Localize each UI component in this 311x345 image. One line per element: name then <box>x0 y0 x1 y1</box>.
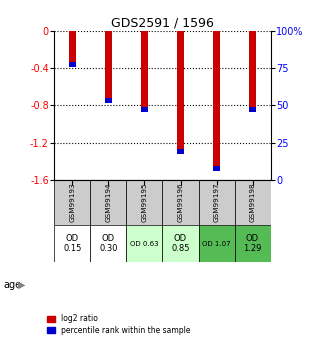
FancyBboxPatch shape <box>162 180 198 225</box>
Text: GSM99193: GSM99193 <box>69 183 76 222</box>
FancyBboxPatch shape <box>234 180 271 225</box>
Bar <box>249 107 256 112</box>
Text: OD
0.30: OD 0.30 <box>99 234 118 253</box>
Bar <box>69 62 76 67</box>
Bar <box>105 98 112 103</box>
Text: GSM99195: GSM99195 <box>142 183 147 222</box>
Bar <box>249 31 256 107</box>
FancyBboxPatch shape <box>91 225 127 262</box>
Text: GSM99197: GSM99197 <box>214 183 220 222</box>
FancyBboxPatch shape <box>198 225 234 262</box>
FancyBboxPatch shape <box>127 180 162 225</box>
Bar <box>69 31 76 62</box>
Text: OD 0.63: OD 0.63 <box>130 240 159 247</box>
FancyBboxPatch shape <box>91 180 127 225</box>
Text: GSM99196: GSM99196 <box>178 183 183 222</box>
Bar <box>213 31 220 166</box>
Text: age: age <box>3 280 21 289</box>
Text: ▶: ▶ <box>18 280 26 289</box>
Legend: log2 ratio, percentile rank within the sample: log2 ratio, percentile rank within the s… <box>44 311 194 338</box>
Text: OD
1.29: OD 1.29 <box>244 234 262 253</box>
Text: GSM99198: GSM99198 <box>249 183 256 222</box>
Text: OD
0.85: OD 0.85 <box>171 234 190 253</box>
Title: GDS2591 / 1596: GDS2591 / 1596 <box>111 17 214 30</box>
Bar <box>177 31 184 149</box>
FancyBboxPatch shape <box>127 225 162 262</box>
Text: OD
0.15: OD 0.15 <box>63 234 81 253</box>
Bar <box>141 31 148 107</box>
Bar <box>141 107 148 112</box>
Text: OD 1.07: OD 1.07 <box>202 240 231 247</box>
FancyBboxPatch shape <box>234 225 271 262</box>
Text: GSM99194: GSM99194 <box>105 183 111 222</box>
FancyBboxPatch shape <box>162 225 198 262</box>
Bar <box>213 166 220 171</box>
Bar <box>105 31 112 98</box>
FancyBboxPatch shape <box>198 180 234 225</box>
Bar <box>177 149 184 154</box>
FancyBboxPatch shape <box>54 180 91 225</box>
FancyBboxPatch shape <box>54 225 91 262</box>
